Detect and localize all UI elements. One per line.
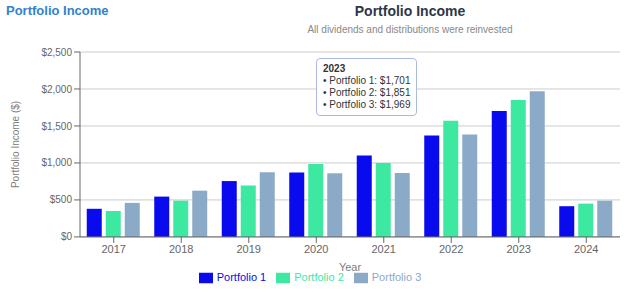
- html-text:• Portfolio 3: $1,969: • Portfolio 3: $1,969: [323, 99, 411, 110]
- svg-text:$500: $500: [50, 194, 73, 205]
- svg-text:Year: Year: [339, 261, 362, 273]
- svg-text:$1,000: $1,000: [41, 157, 72, 168]
- svg-text:2023: 2023: [507, 243, 531, 255]
- svg-text:$0: $0: [61, 231, 73, 242]
- svg-text:2024: 2024: [574, 243, 598, 255]
- svg-text:Portfolio Income ($): Portfolio Income ($): [10, 101, 21, 188]
- html-text:Portfolio Income: Portfolio Income: [6, 3, 109, 18]
- html-text:Portfolio Income: Portfolio Income: [354, 3, 466, 19]
- html-text:• Portfolio 2: $1,851: • Portfolio 2: $1,851: [323, 87, 411, 98]
- svg-text:$2,000: $2,000: [41, 84, 72, 95]
- html-text:Portfolio 1: Portfolio 1: [216, 270, 267, 283]
- html-text:• Portfolio 1: $1,701: • Portfolio 1: $1,701: [323, 75, 411, 86]
- html-text:All dividends and distribution: All dividends and distributions were rei…: [307, 24, 513, 35]
- svg-text:2021: 2021: [372, 243, 396, 255]
- html-text:Portfolio 2: Portfolio 2: [294, 270, 344, 283]
- html-text:2023: 2023: [323, 63, 346, 74]
- svg-text:2019: 2019: [237, 243, 261, 255]
- svg-text:$1,500: $1,500: [41, 121, 72, 132]
- svg-text:2022: 2022: [439, 243, 463, 255]
- svg-text:$2,500: $2,500: [41, 47, 72, 58]
- svg-text:2017: 2017: [102, 243, 126, 255]
- svg-text:2020: 2020: [304, 243, 328, 255]
- html-text:Portfolio 3: Portfolio 3: [371, 270, 422, 283]
- svg-text:2018: 2018: [169, 243, 193, 255]
